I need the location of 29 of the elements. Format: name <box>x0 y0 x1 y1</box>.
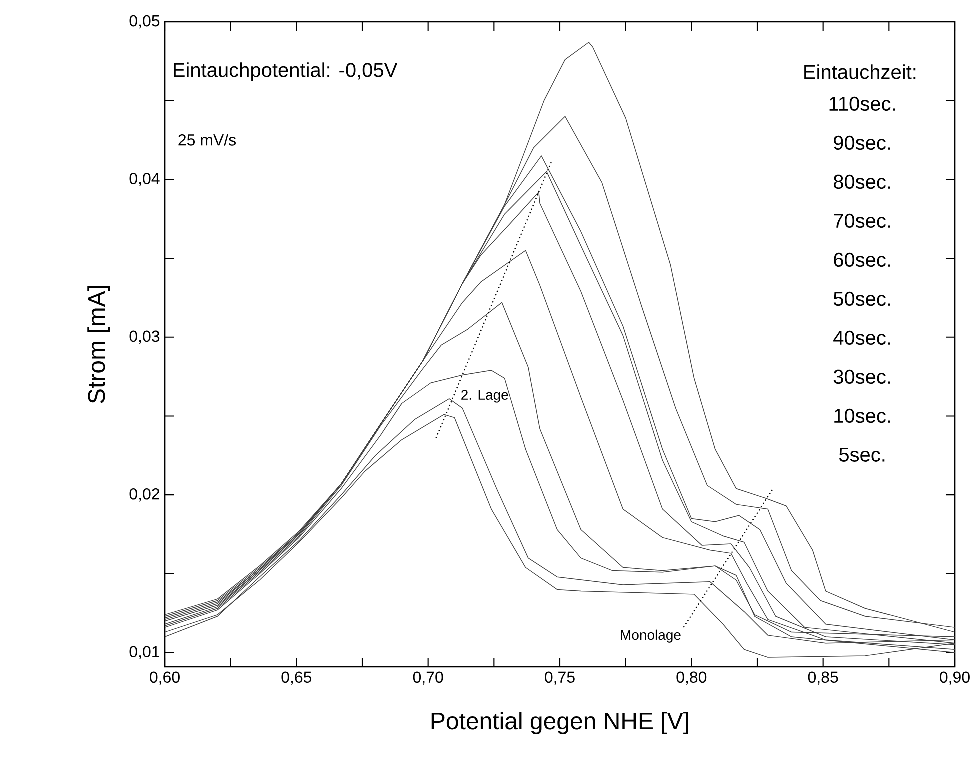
x-axis-title: Potential gegen NHE [V] <box>432 712 688 734</box>
annotation: 80sec. <box>834 174 890 190</box>
annotation: 2. Lage <box>462 390 508 403</box>
y-tick-label: 0,01 <box>130 646 160 660</box>
annotation: 90sec. <box>834 136 890 150</box>
annotation: 60sec. <box>834 252 890 268</box>
annotation: 5sec. <box>839 448 885 462</box>
y-tick-label: 0,05 <box>130 15 160 29</box>
x-tick-label: 0,85 <box>808 672 838 685</box>
x-tick-label: 0,90 <box>940 672 970 685</box>
x-tick-label: 0,60 <box>150 672 180 685</box>
x-tick-label: 0,65 <box>282 672 312 685</box>
y-tick-label: 0,03 <box>130 330 160 344</box>
annotation: Eintauchzeit: <box>804 64 916 80</box>
annotation: 10sec. <box>834 408 890 424</box>
annotation: Eintauchpotential: -0,05V <box>174 62 398 82</box>
x-tick-label: 0,70 <box>413 672 444 685</box>
y-axis-title: Strom [mA] <box>88 286 110 404</box>
y-tick-label: 0,02 <box>130 488 160 502</box>
annotation: Monolage <box>621 630 681 643</box>
annotation: 110sec. <box>830 96 896 112</box>
annotation: 40sec. <box>834 330 890 346</box>
annotation: 25 mV/s <box>178 134 236 146</box>
x-tick-label: 0,80 <box>676 672 707 685</box>
annotation: 50sec. <box>834 292 890 306</box>
y-tick-label: 0,04 <box>130 173 160 186</box>
x-tick-label: 0,75 <box>545 672 575 685</box>
annotation: 30sec. <box>834 370 890 384</box>
annotation: 70sec. <box>834 214 890 228</box>
